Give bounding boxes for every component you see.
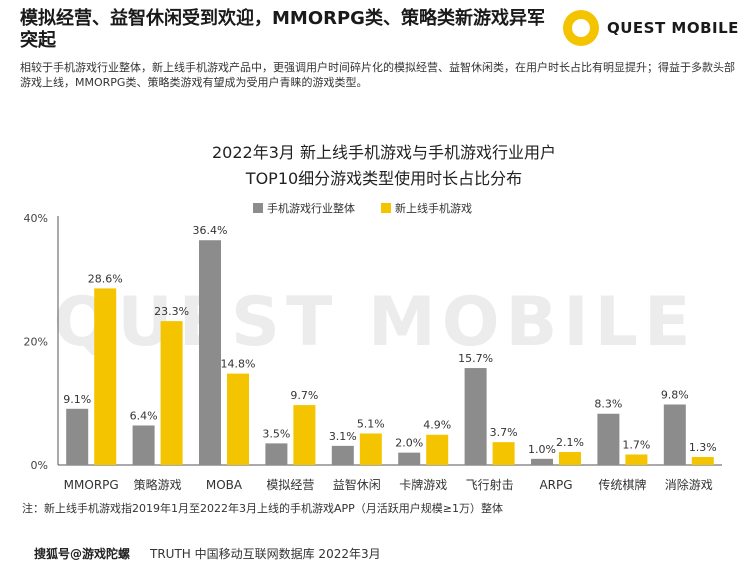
- data-label: 15.7%: [458, 352, 493, 365]
- bar-industry: [398, 452, 421, 465]
- data-label: 9.7%: [290, 389, 318, 402]
- chart-subtitle: TOP10细分游戏类型使用时长占比分布: [245, 169, 522, 188]
- bar-new-games: [426, 434, 449, 465]
- bar-industry: [597, 413, 620, 465]
- y-tick-label: 20%: [24, 336, 48, 349]
- data-label: 5.1%: [357, 418, 385, 431]
- source-text: TRUTH 中国移动互联网数据库 2022年3月: [150, 547, 381, 561]
- chart-footnote: 注：新上线手机游戏指2019年1月至2022年3月上线的手机游戏APP（月活跃用…: [22, 502, 503, 515]
- data-label: 8.3%: [594, 398, 622, 411]
- data-label: 36.4%: [193, 224, 228, 237]
- data-label: 2.1%: [556, 436, 584, 449]
- category-label: ARPG: [539, 478, 572, 492]
- data-label: 1.0%: [528, 443, 556, 456]
- source-watermark-text: 搜狐号@游戏陀螺: [34, 547, 131, 561]
- bar-new-games: [559, 452, 581, 465]
- data-label: 9.1%: [63, 393, 91, 406]
- data-label: 3.7%: [490, 426, 518, 439]
- bar-new-games: [293, 405, 316, 465]
- legend-swatch: [381, 203, 391, 213]
- data-label: 3.5%: [262, 427, 290, 440]
- data-label: 9.8%: [661, 388, 689, 401]
- logo-circle-icon: [563, 10, 599, 46]
- logo-text: QUEST MOBILE: [607, 19, 739, 37]
- bar-industry: [663, 404, 686, 465]
- category-label: 卡牌游戏: [399, 478, 447, 492]
- bar-new-games: [359, 433, 382, 465]
- bar-industry: [464, 368, 487, 465]
- bar-new-games: [227, 373, 249, 465]
- chart-title: 2022年3月 新上线手机游戏与手机游戏行业用户: [212, 143, 556, 162]
- bar-industry: [199, 240, 221, 465]
- data-label: 4.9%: [423, 419, 451, 432]
- category-label: MMORPG: [64, 478, 119, 492]
- chart-labels: 9.1% 28.6% MMORPG 6.4% 23.3% 策略游戏 36.4% 14.8% MO…: [63, 224, 717, 492]
- chart-bars: [66, 240, 714, 465]
- y-tick-label: 40%: [24, 212, 48, 225]
- page-headline: 模拟经营、益智休闲受到欢迎，MMORPG类、策略类新游戏异军突起: [20, 8, 545, 51]
- source-bar: 搜狐号@游戏陀螺 TRUTH 中国移动互联网数据库 2022年3月: [0, 537, 752, 567]
- category-label: 传统棋牌: [598, 477, 646, 492]
- bar-new-games: [691, 456, 714, 465]
- page-description: 相较于手机游戏行业整体，新上线手机游戏产品中，更强调用户时间碎片化的模拟经营、益…: [20, 61, 735, 89]
- legend-label: 手机游戏行业整体: [267, 201, 355, 215]
- bar-industry: [265, 443, 288, 465]
- brand-logo: QUEST MOBILE: [563, 10, 743, 50]
- category-label: 消除游戏: [665, 477, 713, 492]
- legend-label: 新上线手机游戏: [395, 201, 472, 215]
- chart-legend: 手机游戏行业整体 新上线手机游戏: [253, 201, 472, 215]
- legend-swatch: [253, 203, 263, 213]
- data-label: 28.6%: [88, 272, 123, 285]
- bar-new-games: [160, 321, 183, 465]
- category-label: 飞行射击: [466, 477, 514, 492]
- y-tick-label: 0%: [31, 459, 48, 472]
- category-label: 模拟经营: [266, 478, 314, 492]
- category-label: 益智休闲: [333, 477, 381, 492]
- data-label: 1.3%: [689, 441, 717, 454]
- bar-new-games: [492, 442, 515, 465]
- bar-industry: [331, 445, 354, 465]
- data-label: 1.7%: [622, 439, 650, 452]
- category-label: 策略游戏: [134, 477, 182, 492]
- bar-new-games: [625, 454, 648, 465]
- data-label: 2.0%: [395, 437, 423, 450]
- bar-industry: [531, 458, 553, 465]
- data-label: 23.3%: [154, 305, 189, 318]
- data-label: 6.4%: [130, 409, 158, 422]
- category-label: MOBA: [206, 478, 243, 492]
- bar-new-games: [94, 288, 117, 465]
- bar-industry: [132, 425, 155, 465]
- bar-industry: [66, 408, 89, 465]
- data-label: 3.1%: [329, 430, 357, 443]
- data-label: 14.8%: [221, 358, 256, 371]
- chart-watermark: QUEST MOBILE: [54, 283, 697, 362]
